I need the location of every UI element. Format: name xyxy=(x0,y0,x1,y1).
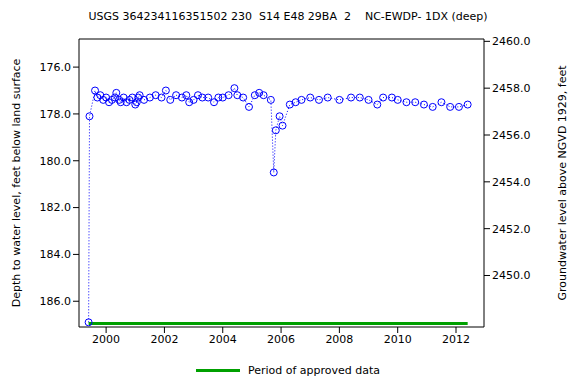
svg-text:184.0: 184.0 xyxy=(40,248,72,261)
svg-text:178.0: 178.0 xyxy=(40,108,72,121)
svg-text:2460.0: 2460.0 xyxy=(492,35,531,48)
svg-text:2000: 2000 xyxy=(92,333,120,346)
svg-text:2002: 2002 xyxy=(150,333,178,346)
svg-text:2456.0: 2456.0 xyxy=(492,129,531,142)
svg-text:176.0: 176.0 xyxy=(40,61,72,74)
svg-text:2458.0: 2458.0 xyxy=(492,82,531,95)
svg-text:Depth to water level, feet bel: Depth to water level, feet below land su… xyxy=(10,58,23,307)
svg-text:2008: 2008 xyxy=(325,333,353,346)
svg-text:2452.0: 2452.0 xyxy=(492,223,531,236)
svg-text:2012: 2012 xyxy=(442,333,470,346)
svg-text:2450.0: 2450.0 xyxy=(492,269,531,282)
svg-text:186.0: 186.0 xyxy=(40,295,72,308)
svg-text:180.0: 180.0 xyxy=(40,155,72,168)
svg-text:2006: 2006 xyxy=(267,333,295,346)
svg-text:2010: 2010 xyxy=(384,333,412,346)
svg-text:2004: 2004 xyxy=(209,333,237,346)
html-text:Period of approved data: Period of approved data xyxy=(247,364,381,377)
svg-text:Groundwater level above NGVD 1: Groundwater level above NGVD 1929, feet xyxy=(556,65,568,301)
svg-text:2454.0: 2454.0 xyxy=(492,176,531,189)
html-text:USGS 364234116351502 230 S14 E: USGS 364234116351502 230 S14 E48 29BA 2 … xyxy=(88,10,488,23)
svg-text:182.0: 182.0 xyxy=(40,201,72,214)
